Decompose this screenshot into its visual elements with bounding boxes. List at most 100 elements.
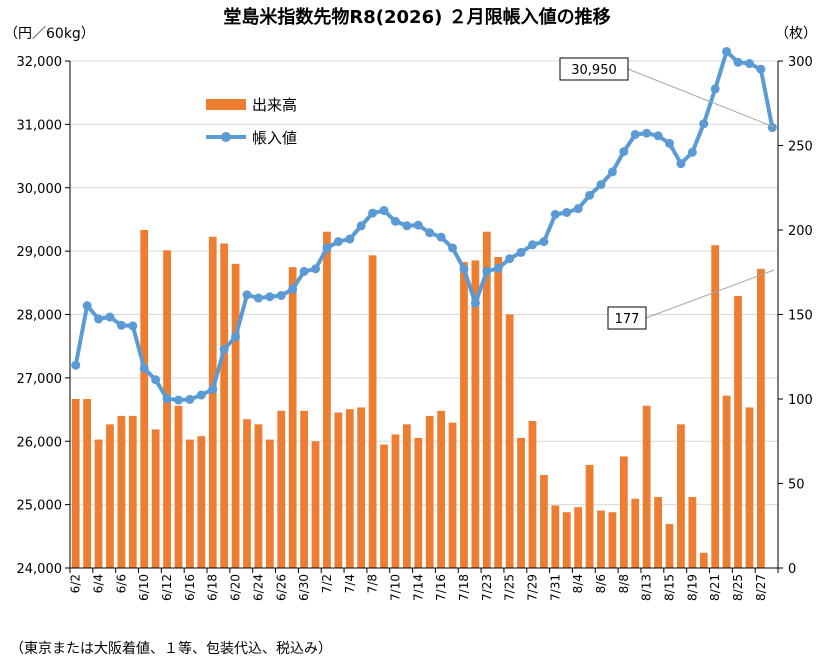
settlement-price-point (596, 180, 606, 190)
volume-bar (186, 439, 194, 568)
x-tick-label: 6/4 (92, 574, 106, 593)
x-tick-label: 7/29 (525, 574, 539, 601)
settlement-price-point (276, 290, 286, 300)
settlement-price-point (505, 254, 515, 264)
settlement-price-point (630, 130, 640, 140)
volume-bar (277, 410, 286, 568)
y-left-tick-label: 29,000 (17, 245, 63, 260)
volume-bar (471, 260, 480, 568)
settlement-price-line (71, 46, 777, 405)
legend-label-price: 帳入値 (252, 129, 297, 147)
chart-title: 堂島米指数先物R8(2026) ２月限帳入値の推移 (223, 6, 610, 28)
callouts: 30,950 177 (559, 57, 775, 330)
settlement-price-point (642, 128, 652, 138)
y-right-tick-label: 50 (788, 478, 805, 493)
settlement-price-point (242, 290, 252, 300)
settlement-price-point (767, 123, 777, 133)
y-left-unit: （円／60kg） (4, 26, 95, 42)
settlement-price-point (482, 266, 492, 276)
volume-bar (734, 295, 742, 568)
settlement-price-point (425, 228, 435, 238)
settlement-price-point (94, 314, 104, 324)
settlement-price-point (379, 206, 389, 216)
volume-bar (311, 441, 320, 568)
volume-bar (368, 255, 377, 568)
volume-bar (585, 464, 594, 568)
x-tick-label: 8/19 (685, 574, 699, 601)
x-tick-label: 6/10 (137, 574, 151, 601)
x-tick-label: 8/21 (708, 574, 722, 601)
settlement-price-line-path (73, 49, 775, 403)
volume-bar (745, 407, 754, 568)
settlement-price-point (710, 84, 720, 94)
y-right-tick-label: 100 (788, 393, 813, 408)
settlement-price-point (413, 220, 423, 230)
y-right-tick-label: 250 (788, 140, 813, 155)
x-tick-labels: 6/2 6/4 6/6 6/10 6/12 6/16 6/18 6/20 6/24 6/26 6/3… (69, 574, 768, 601)
volume-bar (117, 415, 126, 568)
settlement-price-point (288, 284, 298, 294)
settlement-price-point (744, 59, 754, 69)
volume-bar (448, 422, 457, 568)
volume-bar (402, 424, 411, 568)
volume-bar (517, 437, 525, 568)
settlement-price-point (539, 237, 549, 247)
volume-bar (231, 263, 240, 568)
settlement-price-point (116, 320, 126, 330)
y-right-tick-label: 0 (788, 562, 796, 577)
volume-bar (334, 412, 343, 568)
y-left-tick-label: 32,000 (17, 55, 63, 70)
volume-bar (391, 434, 400, 568)
x-tick-label: 7/10 (388, 574, 402, 601)
volume-bar (619, 456, 628, 568)
settlement-price-point (516, 247, 526, 257)
volume-bar (437, 410, 446, 568)
x-tick-label: 7/18 (457, 574, 471, 601)
volume-bar (494, 257, 503, 568)
y-left-tick-label: 25,000 (17, 499, 63, 514)
volume-bar (357, 407, 366, 568)
volume-bar (83, 399, 92, 568)
callout-leader-volume (645, 269, 775, 319)
settlement-price-point (493, 263, 503, 273)
volume-bar (460, 262, 468, 568)
settlement-price-point (585, 190, 595, 200)
x-tick-label: 8/25 (731, 574, 745, 601)
axes (65, 60, 783, 573)
settlement-price-point (619, 147, 629, 157)
y-left-tick-label: 26,000 (17, 435, 63, 450)
footnote: （東京または大阪着値、１等、包装代込、税込み） (10, 640, 332, 657)
x-tick-label: 8/4 (571, 574, 585, 593)
settlement-price-point (722, 46, 732, 56)
legend: 出来高 帳入値 (206, 96, 297, 147)
volume-bar (756, 268, 765, 568)
volume-bar (174, 405, 183, 568)
x-tick-label: 6/18 (206, 574, 220, 601)
x-tick-label: 8/27 (754, 574, 768, 601)
volume-bar (574, 507, 583, 568)
settlement-price-point (185, 394, 195, 404)
volume-bar (688, 497, 697, 568)
volume-bar (243, 419, 251, 568)
volume-bar (288, 267, 297, 568)
volume-bar (197, 436, 206, 568)
volume-bar (208, 236, 217, 568)
volume-bar (106, 424, 114, 568)
settlement-price-point (687, 147, 697, 157)
settlement-price-point (733, 57, 743, 67)
settlement-price-point (139, 363, 149, 373)
volume-bar (505, 314, 514, 568)
volume-bar (220, 243, 229, 568)
settlement-price-point (71, 360, 81, 370)
volume-bar (540, 475, 548, 568)
x-tick-label: 7/4 (343, 574, 357, 593)
x-tick-label: 8/8 (617, 574, 631, 593)
settlement-price-point (231, 332, 241, 342)
y-right-tick-label: 200 (788, 224, 813, 239)
x-tick-label: 7/14 (411, 574, 425, 601)
x-tick-label: 6/26 (274, 574, 288, 601)
x-tick-label: 6/2 (69, 574, 83, 593)
x-tick-label: 6/20 (229, 574, 243, 601)
callout-leader-price (627, 68, 775, 128)
